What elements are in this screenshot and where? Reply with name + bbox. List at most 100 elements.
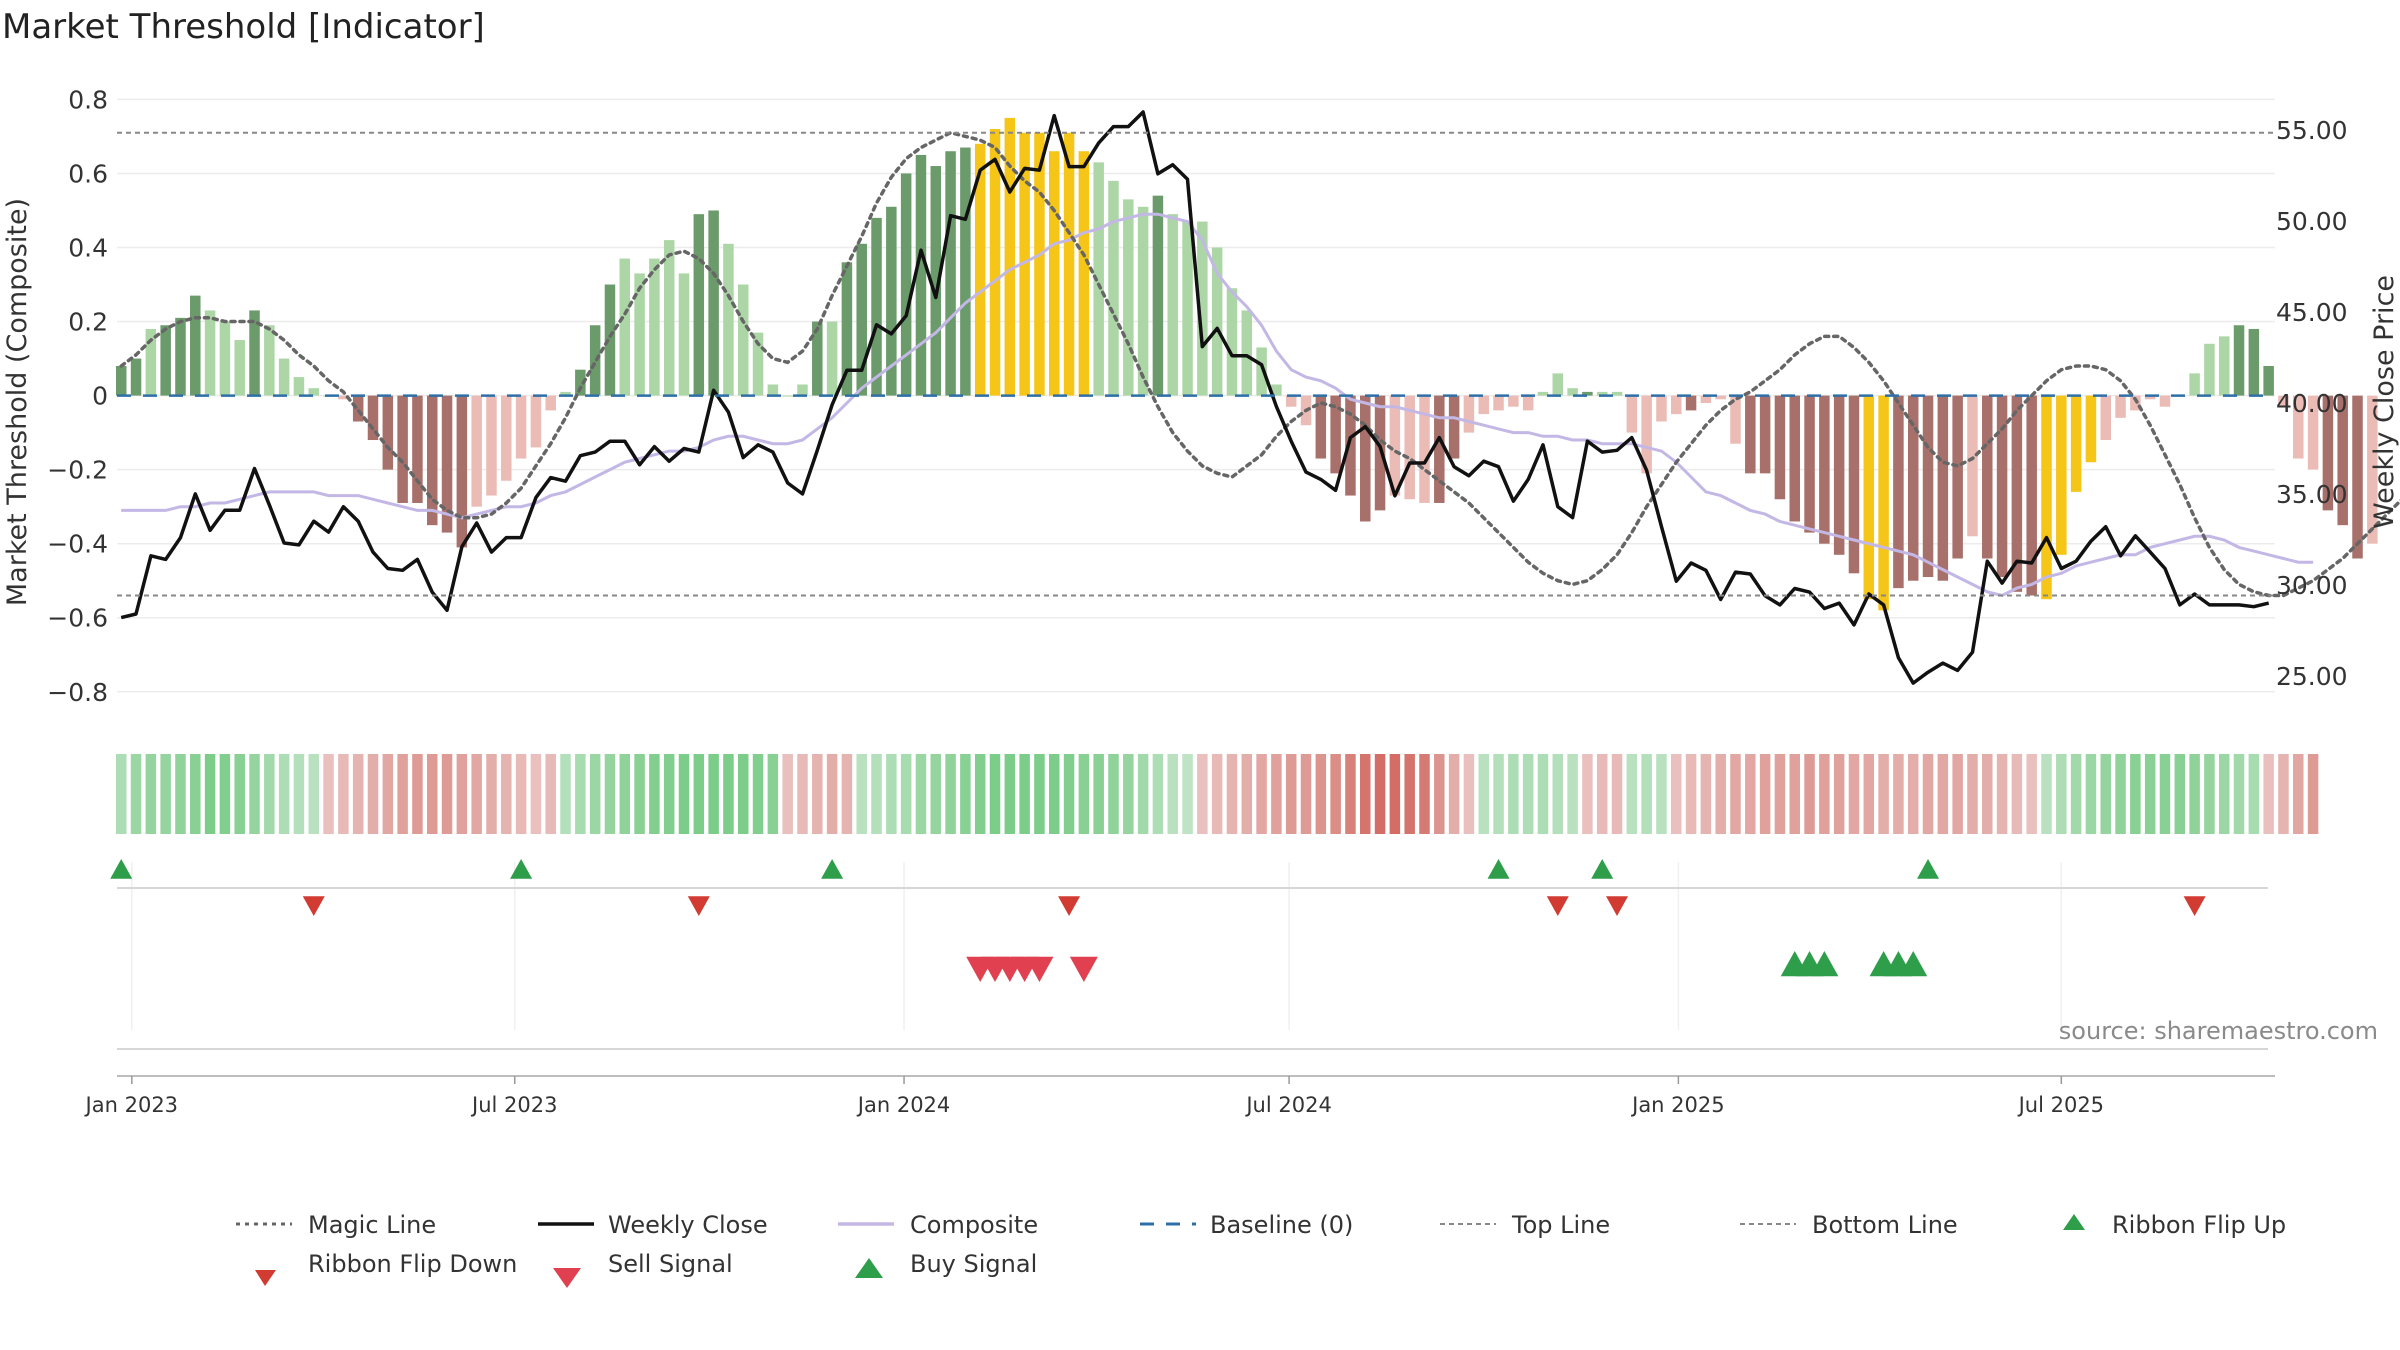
ribbon-cell (2115, 754, 2126, 834)
composite-bar (2026, 395, 2037, 596)
ribbon-cell (1404, 754, 1415, 834)
ribbon-cell (2278, 754, 2289, 834)
ribbon-cell (575, 754, 586, 834)
ribbon-cell (2130, 754, 2141, 834)
ribbon-cell (397, 754, 408, 834)
composite-bar (634, 273, 645, 396)
ribbon-cell (1685, 754, 1697, 834)
ribbon-cell (1582, 754, 1593, 834)
composite-bar (1893, 395, 1904, 589)
composite-bar (974, 143, 986, 396)
composite-bar (1330, 395, 1341, 474)
ribbon-cell (160, 754, 171, 834)
composite-bar (871, 217, 882, 396)
ribbon-cell (338, 754, 349, 834)
ribbon-flip-up-marker (821, 859, 844, 879)
threshold-lines (117, 131, 2275, 597)
legend-item-magic-line: Magic Line (236, 1211, 436, 1239)
ribbon-cell (1907, 754, 1919, 834)
ribbon-cell (426, 754, 438, 834)
ribbon-flip-down-marker (2183, 896, 2206, 916)
ribbon-cell (1034, 754, 1045, 834)
composite-bar (2056, 395, 2067, 555)
composite-bar (1271, 384, 1282, 396)
ribbon-cell (1656, 754, 1667, 834)
composite-bar (1463, 395, 1475, 433)
ribbon-cell (841, 754, 853, 834)
composite-bar (471, 395, 482, 507)
ribbon-cell (382, 754, 394, 834)
composite-bar (367, 395, 379, 441)
ribbon-cell (1093, 754, 1104, 834)
ribbon-cell (1996, 754, 2008, 834)
ribbon-cell (871, 754, 882, 834)
composite-line (121, 212, 2314, 598)
ribbon-cell (175, 754, 186, 834)
composite-bar (2233, 325, 2245, 396)
ribbon-flip-up-marker-icon (2063, 1214, 2085, 1230)
ribbon-cell (1952, 754, 1963, 834)
ribbon-cell (634, 754, 645, 834)
ribbon-cell (1019, 754, 1030, 834)
ribbon-cell (974, 754, 986, 834)
ribbon-cell (2189, 754, 2200, 834)
composite-bar (1789, 395, 1800, 522)
composite-bar (1108, 180, 1119, 396)
y2-tick-label: 55.00 (2276, 116, 2348, 145)
composite-bar (1078, 151, 1090, 396)
composite-bar (1478, 395, 1489, 415)
composite-bar (293, 377, 305, 396)
ribbon-cell (1833, 754, 1845, 834)
ribbon-cell (2218, 754, 2230, 834)
composite-bar (2189, 373, 2200, 396)
ribbon-cell (2041, 754, 2052, 834)
ribbon-cell (1330, 754, 1341, 834)
ribbon-cell (471, 754, 482, 834)
ribbon-cell (2026, 754, 2037, 834)
composite-bar (1626, 395, 1638, 433)
ribbon-cell (530, 754, 542, 834)
x-tick-label: Jul 2024 (1244, 1093, 1331, 1117)
composite-bar (1004, 117, 1016, 396)
ribbon-cell (1241, 754, 1253, 834)
y-axis-label-right: Weekly Close Price (2369, 275, 2400, 529)
ribbon-cell (797, 754, 808, 834)
y-tick-label: 0.8 (68, 85, 108, 114)
ribbon-cell (1522, 754, 1534, 834)
ribbon-cell (2100, 754, 2111, 834)
ribbon-cell (1700, 754, 1712, 834)
composite-bar (545, 395, 556, 411)
composite-bar (308, 388, 320, 396)
legend-label-ribbon-flip-up: Ribbon Flip Up (2112, 1211, 2286, 1239)
ribbon-cell (1967, 754, 1978, 834)
composite-bar (1596, 391, 1608, 396)
composite-bar (989, 129, 1001, 396)
composite-bars (115, 117, 2378, 611)
composite-bar (856, 243, 867, 396)
composite-bar (1878, 395, 1889, 611)
composite-bar (1019, 132, 1030, 396)
ribbon-cell (1893, 754, 1904, 834)
composite-bar (1048, 151, 1060, 396)
ribbon-cell (723, 754, 734, 834)
ribbon-flip-up-marker (510, 859, 533, 879)
ribbon-cell (1108, 754, 1119, 834)
ribbon-cell (2056, 754, 2067, 834)
composite-bar (1804, 395, 1815, 533)
composite-bar (530, 395, 542, 448)
ribbon-cell (2085, 754, 2097, 834)
sell-signal-marker (1025, 956, 1054, 982)
composite-bar (338, 395, 349, 400)
ribbon-cell (1360, 754, 1371, 834)
series-lines (119, 110, 2400, 685)
y-tick-label: 0.4 (68, 234, 108, 263)
composite-bar (1774, 395, 1786, 500)
composite-bar (486, 395, 497, 496)
ribbon-cell (737, 754, 749, 834)
composite-bar (1700, 395, 1712, 403)
ribbon-flip-down-marker (1546, 896, 1569, 916)
composite-bar (886, 206, 897, 396)
ribbon-cell (308, 754, 320, 834)
composite-bar (1093, 162, 1104, 396)
ribbon-flip-down-marker (1058, 896, 1081, 916)
